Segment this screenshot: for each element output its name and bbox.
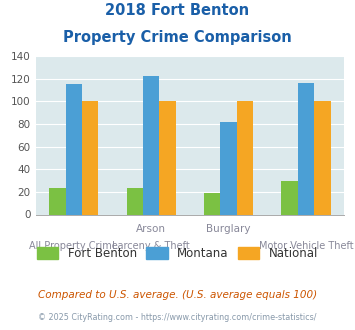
Bar — [143, 77, 159, 215]
Legend: Fort Benton, Montana, National: Fort Benton, Montana, National — [32, 242, 323, 265]
Bar — [220, 122, 237, 214]
Bar — [298, 83, 314, 214]
Text: © 2025 CityRating.com - https://www.cityrating.com/crime-statistics/: © 2025 CityRating.com - https://www.city… — [38, 314, 317, 322]
Bar — [66, 84, 82, 214]
Text: Arson: Arson — [136, 224, 166, 234]
Bar — [82, 101, 98, 214]
Bar — [314, 101, 331, 214]
Text: All Property Crime: All Property Crime — [29, 241, 118, 251]
Bar — [127, 188, 143, 214]
Bar — [282, 181, 298, 214]
Text: Larceny & Theft: Larceny & Theft — [112, 241, 190, 251]
Text: 2018 Fort Benton: 2018 Fort Benton — [105, 3, 250, 18]
Text: Compared to U.S. average. (U.S. average equals 100): Compared to U.S. average. (U.S. average … — [38, 290, 317, 300]
Bar — [237, 101, 253, 214]
Text: Burglary: Burglary — [206, 224, 251, 234]
Bar — [204, 193, 220, 214]
Text: Motor Vehicle Theft: Motor Vehicle Theft — [259, 241, 353, 251]
Bar — [49, 188, 66, 214]
Text: Property Crime Comparison: Property Crime Comparison — [63, 30, 292, 45]
Bar — [159, 101, 176, 214]
